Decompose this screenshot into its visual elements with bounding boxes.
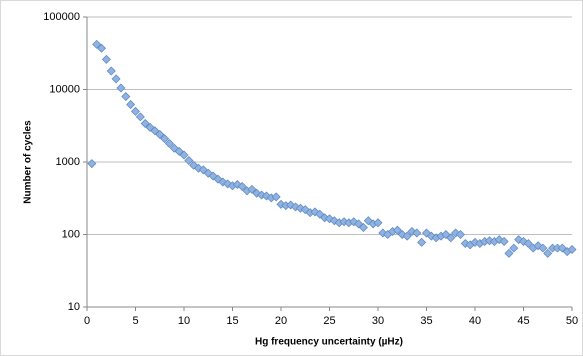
data-point bbox=[160, 134, 170, 144]
data-point bbox=[261, 191, 271, 201]
x-tick-label: 30 bbox=[372, 315, 384, 327]
x-tick-label: 25 bbox=[323, 315, 335, 327]
x-tick-label: 10 bbox=[178, 315, 190, 327]
x-tick-label: 45 bbox=[517, 315, 529, 327]
data-point bbox=[87, 159, 97, 169]
data-point bbox=[392, 225, 402, 235]
y-tick-label: 100 bbox=[62, 228, 80, 240]
x-tick-label: 20 bbox=[275, 315, 287, 327]
data-point bbox=[455, 230, 465, 239]
data-point bbox=[543, 248, 553, 258]
data-point bbox=[208, 171, 218, 181]
data-point bbox=[412, 228, 422, 238]
data-point bbox=[417, 237, 427, 247]
data-point bbox=[519, 237, 528, 247]
data-point bbox=[223, 179, 233, 189]
x-tick-label: 35 bbox=[420, 315, 432, 327]
data-point bbox=[169, 143, 179, 153]
data-point bbox=[174, 146, 184, 156]
data-point bbox=[567, 245, 577, 255]
data-point bbox=[402, 231, 412, 241]
data-point bbox=[179, 150, 189, 160]
x-tick-label: 15 bbox=[226, 315, 238, 327]
data-point bbox=[155, 129, 165, 139]
data-point bbox=[92, 39, 102, 49]
data-point bbox=[291, 202, 301, 212]
data-point bbox=[232, 179, 242, 189]
data-point bbox=[101, 54, 111, 64]
x-tick-label: 50 bbox=[566, 315, 578, 327]
data-point bbox=[451, 228, 461, 238]
data-point bbox=[140, 118, 150, 128]
data-point bbox=[523, 239, 533, 249]
y-tick-label: 10 bbox=[68, 301, 80, 313]
data-point bbox=[310, 207, 320, 217]
y-tick-label: 10000 bbox=[49, 83, 80, 95]
data-point bbox=[164, 138, 174, 148]
data-point bbox=[422, 228, 431, 238]
data-point bbox=[358, 222, 368, 232]
data-point bbox=[378, 228, 388, 238]
data-point bbox=[538, 243, 548, 253]
data-point bbox=[247, 184, 257, 194]
x-tick-label: 5 bbox=[132, 315, 138, 327]
data-point bbox=[354, 219, 364, 229]
data-point bbox=[557, 243, 567, 253]
data-point bbox=[135, 112, 145, 122]
data-point bbox=[509, 243, 519, 253]
data-point bbox=[131, 106, 140, 116]
data-point bbox=[271, 192, 281, 202]
data-point bbox=[373, 218, 383, 228]
data-point bbox=[150, 126, 160, 136]
y-tick-label: 1000 bbox=[56, 156, 80, 168]
data-point bbox=[286, 200, 296, 210]
data-point bbox=[363, 216, 373, 226]
data-point bbox=[106, 66, 116, 76]
x-tick-label: 40 bbox=[469, 315, 481, 327]
data-point bbox=[499, 237, 509, 247]
data-point bbox=[504, 248, 514, 258]
y-axis-title: Number of cycles bbox=[23, 120, 34, 204]
data-point bbox=[126, 100, 136, 110]
x-axis-title: Hg frequency uncertainty (µHz) bbox=[255, 337, 403, 348]
data-point bbox=[116, 83, 126, 93]
y-tick-label: 100000 bbox=[43, 11, 80, 23]
data-point bbox=[121, 92, 131, 102]
data-point bbox=[446, 233, 456, 243]
data-point bbox=[184, 155, 194, 165]
data-point bbox=[295, 203, 305, 213]
data-point bbox=[145, 122, 155, 132]
data-point bbox=[111, 74, 121, 84]
data-point bbox=[97, 43, 107, 53]
data-point bbox=[329, 216, 339, 226]
data-point bbox=[237, 181, 247, 191]
x-tick-label: 0 bbox=[84, 315, 90, 327]
